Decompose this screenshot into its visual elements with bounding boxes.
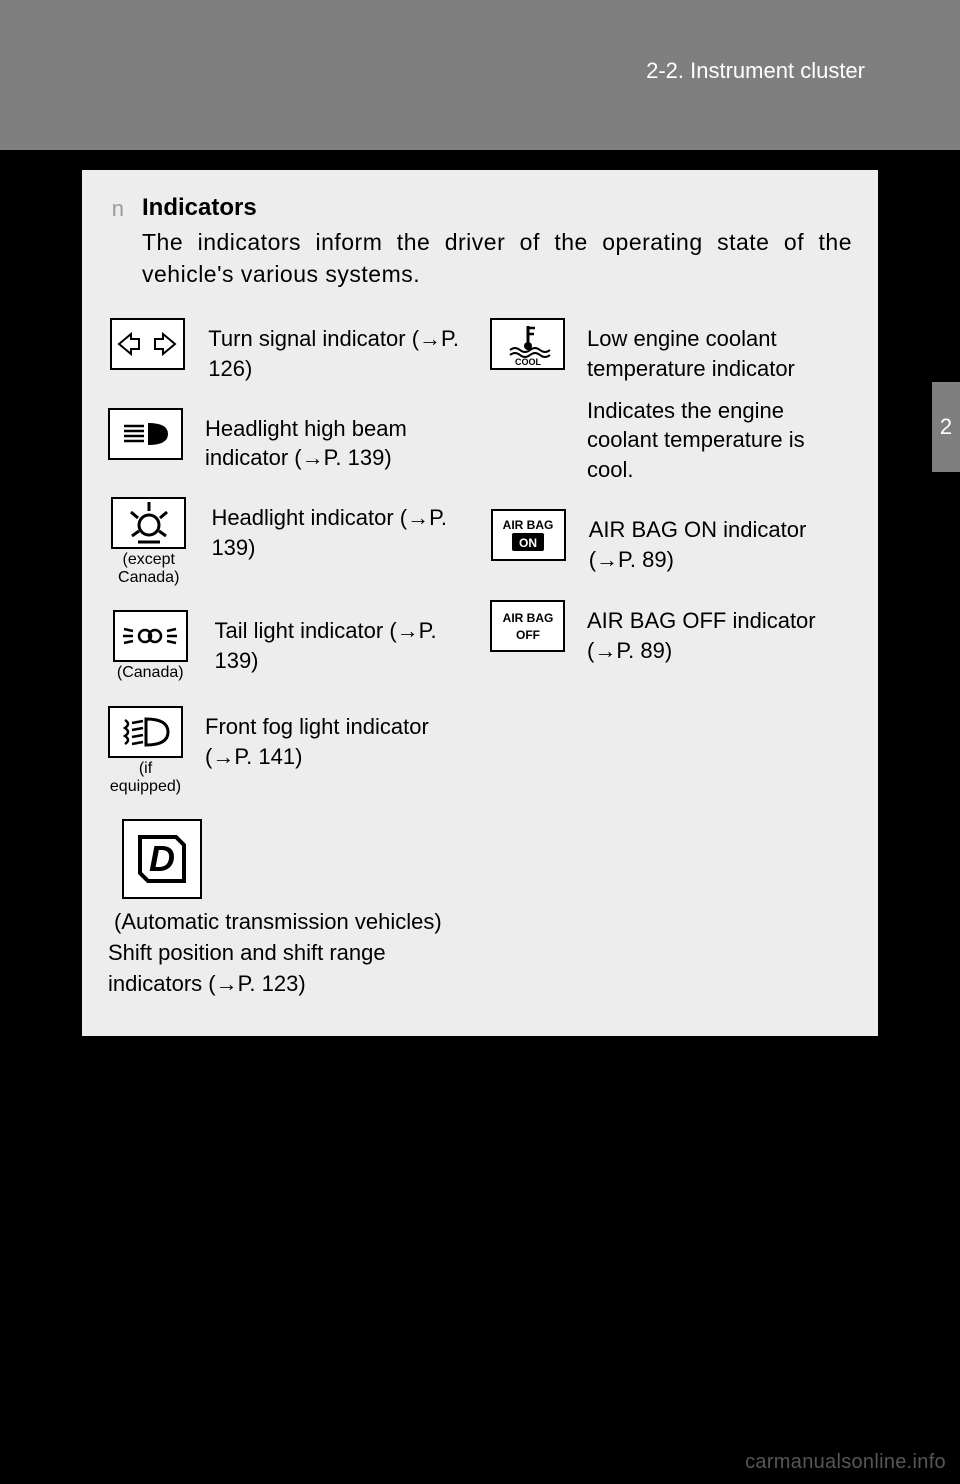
turn-signal-icon [110, 318, 185, 370]
indicator-row: Turn signal indicator (→P. 126) [108, 318, 470, 383]
header-band: 2-2. Instrument cluster [0, 0, 960, 150]
indicator-label: AIR BAG OFF indicator (→P. 89) [587, 600, 852, 665]
intro-title: Indicators [142, 194, 852, 222]
svg-text:D: D [149, 838, 175, 879]
bottom-block: D (Automatic transmission vehicles) Shif… [108, 819, 470, 999]
tail-light-icon [113, 610, 188, 662]
coolant-temp-icon: COOL [490, 318, 565, 370]
right-column: COOL Low engine coolant temperature indi… [490, 318, 852, 999]
left-column: Turn signal indicator (→P. 126) Head [108, 318, 470, 999]
indicator-label: Turn signal indicator (→P. 126) [208, 318, 470, 383]
airbag-on-icon: AIR BAG ON [491, 509, 566, 561]
content-panel: n Indicators The indicators inform the d… [82, 170, 878, 1036]
indicator-label: AIR BAG ON indicator (→P. 89) [589, 509, 852, 574]
chapter-side-tab: 2 [932, 382, 960, 472]
indicator-row: AIR BAG OFF AIR BAG OFF indicator (→P. 8… [490, 600, 852, 665]
indicator-row: COOL Low engine coolant temperature indi… [490, 318, 852, 484]
airbag-off-icon: AIR BAG OFF [490, 600, 565, 652]
svg-text:AIR BAG: AIR BAG [503, 518, 554, 532]
intro-text: The indicators inform the driver of the … [142, 226, 852, 290]
indicator-label: Front fog light indicator (→P. 141) [205, 706, 470, 771]
icon-sub-label: (except Canada) [108, 551, 189, 586]
bottom-sub-label: (Automatic transmission vehicles) [114, 909, 442, 934]
indicator-label: Headlight indicator (→P. 139) [211, 497, 470, 562]
intro-block: n Indicators The indicators inform the d… [108, 194, 852, 290]
fog-light-icon [108, 706, 183, 758]
icon-sub-label: (if equipped) [108, 760, 183, 795]
watermark-text: carmanualsonline.info [745, 1451, 946, 1474]
indicator-label: Low engine coolant temperature indicator… [587, 318, 852, 484]
indicator-row: Headlight high beam indicator (→P. 139) [108, 408, 470, 473]
shift-position-icon: D [122, 819, 202, 899]
icon-sub-label: (Canada) [117, 664, 184, 682]
svg-text:OFF: OFF [516, 628, 540, 642]
headlight-icon [111, 497, 186, 549]
indicator-label: Headlight high beam indicator (→P. 139) [205, 408, 470, 473]
svg-text:COOL: COOL [515, 357, 542, 366]
bottom-description: Shift position and shift range indicator… [108, 940, 386, 996]
indicator-row: (except Canada) Headlight indicator (→P.… [108, 497, 470, 586]
section-label: 2-2. Instrument cluster [646, 58, 865, 84]
svg-text:ON: ON [519, 536, 537, 550]
indicator-label: Tail light indicator (→P. 139) [214, 610, 470, 675]
indicator-row: AIR BAG ON AIR BAG ON indicator (→P. 89) [490, 509, 852, 574]
intro-marker: n [108, 194, 124, 290]
high-beam-icon [108, 408, 183, 460]
indicator-row: (if equipped) Front fog light indicator … [108, 706, 470, 795]
svg-text:AIR BAG: AIR BAG [502, 611, 553, 625]
indicator-row: (Canada) Tail light indicator (→P. 139) [108, 610, 470, 682]
